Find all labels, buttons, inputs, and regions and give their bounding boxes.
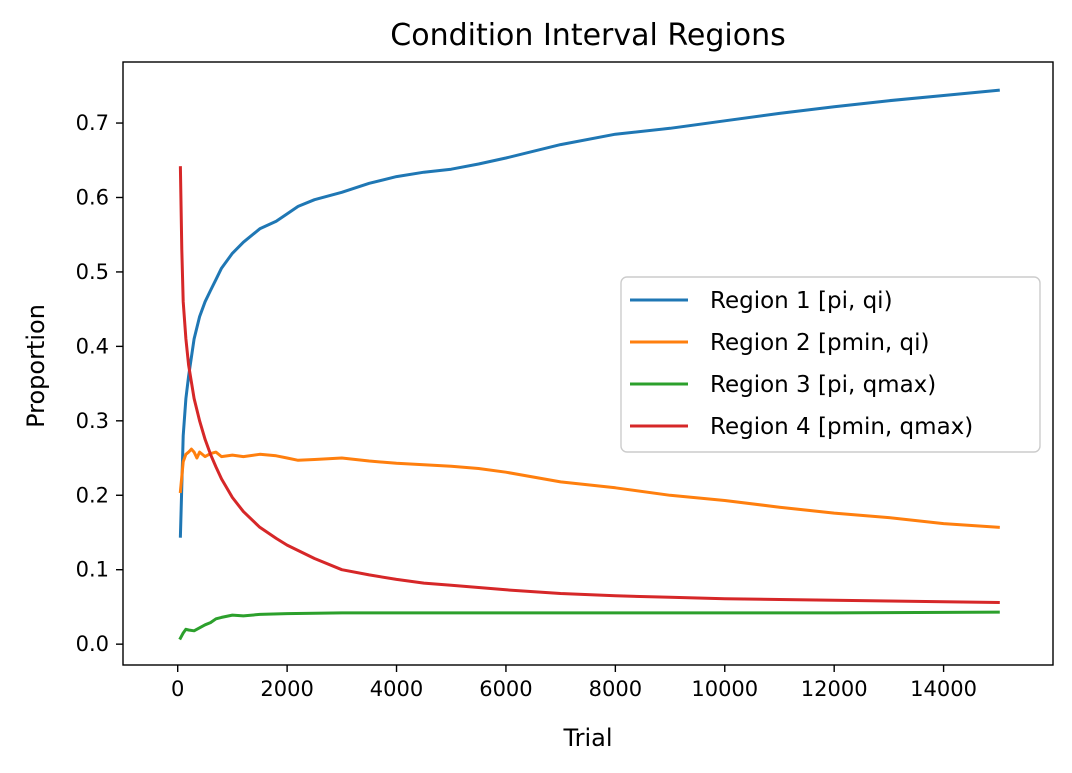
y-axis-label: Proportion xyxy=(22,304,50,428)
series-line-region-4 xyxy=(178,166,1000,605)
x-tick-label: 6000 xyxy=(479,677,532,701)
x-axis-ticks: 0 2000 4000 6000 8000 10000 12000 14000 xyxy=(171,665,977,701)
legend-label-region-4: Region 4 [pmin, qmax) xyxy=(710,414,973,440)
legend-label-region-1: Region 1 [pi, qi) xyxy=(710,288,893,314)
y-tick-label: 0.7 xyxy=(76,111,109,135)
chart-title: Condition Interval Regions xyxy=(390,18,785,53)
x-tick-label: 14000 xyxy=(910,677,977,701)
legend-label-region-3: Region 3 [pi, qmax) xyxy=(710,372,936,398)
x-tick-label: 12000 xyxy=(801,677,868,701)
y-tick-label: 0.5 xyxy=(76,260,109,284)
x-tick-label: 0 xyxy=(171,677,184,701)
y-tick-label: 0.2 xyxy=(76,483,109,507)
y-tick-label: 0.0 xyxy=(76,632,109,656)
plot-area-frame xyxy=(122,61,1054,666)
y-axis-ticks: 0.0 0.1 0.2 0.3 0.4 0.5 0.6 0.7 xyxy=(76,111,123,656)
x-tick-label: 8000 xyxy=(589,677,642,701)
x-tick-label: 2000 xyxy=(260,677,313,701)
x-tick-label: 10000 xyxy=(691,677,758,701)
y-tick-label: 0.1 xyxy=(76,558,109,582)
legend-label-region-2: Region 2 [pmin, qi) xyxy=(710,330,930,356)
legend-frame xyxy=(620,276,1041,453)
series-line-region-1 xyxy=(178,88,1000,538)
series-lines xyxy=(178,88,1000,641)
series-line-region-2 xyxy=(178,447,1000,529)
legend: Region 1 [pi, qi) Region 2 [pmin, qi) Regi… xyxy=(620,276,1041,453)
x-tick-label: 4000 xyxy=(370,677,423,701)
y-tick-label: 0.6 xyxy=(76,185,109,209)
y-tick-label: 0.3 xyxy=(76,409,109,433)
series-line-region-3 xyxy=(178,610,1000,641)
x-axis-label: Trial xyxy=(562,724,612,752)
y-tick-label: 0.4 xyxy=(76,334,109,358)
